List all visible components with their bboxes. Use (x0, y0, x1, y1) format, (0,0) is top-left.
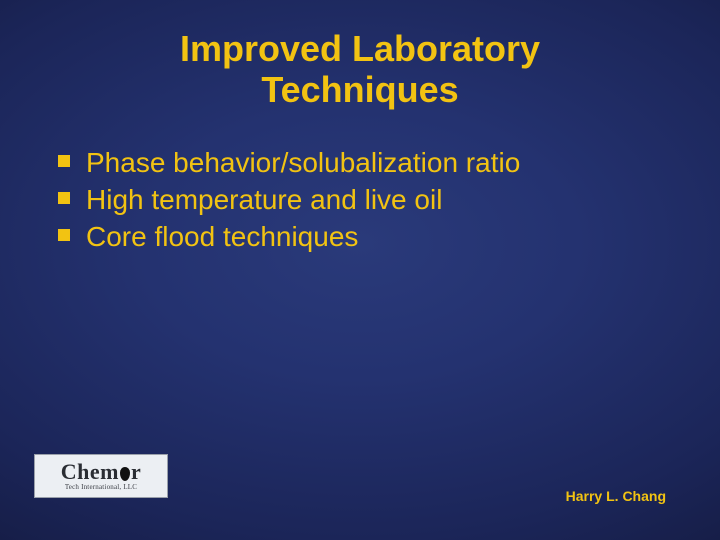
list-item: Core flood techniques (58, 219, 668, 254)
list-item: Phase behavior/solubalization ratio (58, 145, 668, 180)
title-line-2: Techniques (261, 69, 458, 110)
logo-subtext: Tech International, LLC (61, 484, 141, 491)
bullet-list: Phase behavior/solubalization ratio High… (52, 145, 668, 254)
bullet-text: High temperature and live oil (86, 182, 442, 217)
logo-text-left: Chem (61, 461, 119, 483)
slide: Improved Laboratory Techniques Phase beh… (0, 0, 720, 540)
oil-drop-icon (120, 467, 130, 481)
list-item: High temperature and live oil (58, 182, 668, 217)
logo-main-text: Chem r (61, 461, 141, 483)
bullet-text: Phase behavior/solubalization ratio (86, 145, 520, 180)
bullet-square-icon (58, 192, 70, 204)
author-name: Harry L. Chang (566, 488, 666, 504)
logo-inner: Chem r Tech International, LLC (61, 461, 141, 491)
company-logo: Chem r Tech International, LLC (34, 454, 168, 498)
logo-text-right: r (131, 461, 141, 483)
bullet-square-icon (58, 229, 70, 241)
bullet-text: Core flood techniques (86, 219, 358, 254)
bullet-square-icon (58, 155, 70, 167)
title-line-1: Improved Laboratory (180, 28, 540, 69)
slide-title: Improved Laboratory Techniques (52, 28, 668, 111)
